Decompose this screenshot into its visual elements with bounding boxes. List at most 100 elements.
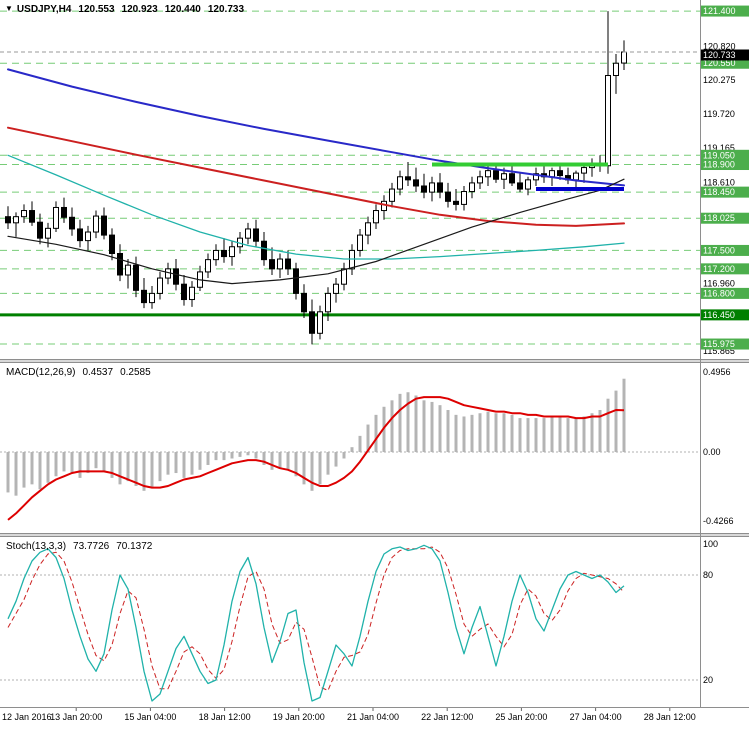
candle-bull bbox=[333, 283, 339, 294]
level-price-label-bg bbox=[701, 212, 749, 224]
macd-bar bbox=[310, 452, 314, 491]
strong-level-price-label: 116.450 bbox=[703, 310, 735, 320]
level-price-label-bg bbox=[701, 244, 749, 256]
candle-bull bbox=[53, 206, 59, 229]
candle-bear bbox=[221, 249, 227, 258]
candle-bear bbox=[301, 292, 307, 313]
macd-bar bbox=[398, 393, 402, 453]
macd-bar bbox=[86, 452, 90, 474]
candles-layer bbox=[5, 11, 627, 345]
candle-bear bbox=[117, 253, 123, 276]
candle-bear bbox=[509, 173, 515, 184]
time-label: 25 Jan 20:00 bbox=[495, 712, 547, 722]
candle-bear bbox=[269, 259, 275, 270]
macd-bar bbox=[558, 416, 562, 453]
level-price-label-bg bbox=[701, 186, 749, 198]
candle-bear bbox=[61, 206, 67, 218]
macd-bar bbox=[110, 452, 114, 478]
current-price-label-bg bbox=[701, 49, 749, 61]
macd-bar bbox=[606, 398, 610, 453]
macd-panel bbox=[0, 378, 700, 521]
macd-bar bbox=[134, 452, 138, 486]
candle-bear bbox=[253, 228, 259, 242]
candle-bull bbox=[21, 210, 27, 218]
macd-bar bbox=[526, 418, 530, 453]
axis-label: 80 bbox=[703, 570, 713, 580]
separator-band[interactable] bbox=[0, 359, 749, 363]
macd-bar bbox=[62, 452, 66, 472]
level-price-label-bg bbox=[701, 287, 749, 299]
level-price-label: 117.500 bbox=[703, 245, 735, 255]
level-price-label-bg bbox=[701, 149, 749, 161]
candle-bull bbox=[397, 176, 403, 190]
level-price-label: 118.450 bbox=[703, 187, 735, 197]
title-close: 120.733 bbox=[207, 4, 245, 15]
time-label: 15 Jan 04:00 bbox=[124, 712, 176, 722]
macd-bar bbox=[286, 452, 290, 470]
level-price-label-bg bbox=[701, 338, 749, 350]
chart-title: ▼ USDJPY,H4 120.553 120.923 120.440 120.733 bbox=[5, 4, 244, 15]
current-price-label: 120.733 bbox=[703, 50, 736, 60]
candle-bull bbox=[277, 258, 283, 270]
candle-bear bbox=[557, 170, 563, 177]
candle-bull bbox=[357, 234, 363, 251]
candle-bear bbox=[285, 258, 291, 270]
axis-label: 120.820 bbox=[703, 42, 736, 52]
macd-bar bbox=[158, 452, 162, 482]
axis-label: 20 bbox=[703, 675, 713, 685]
candle-bull bbox=[341, 268, 347, 285]
candle-bear bbox=[413, 179, 419, 187]
axis-label: 100 bbox=[703, 539, 718, 549]
macd-bar bbox=[550, 416, 554, 453]
macd-bar bbox=[302, 452, 306, 485]
macd-bar bbox=[22, 452, 26, 488]
price-levels bbox=[0, 10, 700, 345]
macd-bar bbox=[246, 452, 250, 456]
candle-bear bbox=[101, 215, 107, 236]
ma-black bbox=[7, 178, 625, 285]
candle-bear bbox=[309, 311, 315, 334]
candle-bull bbox=[613, 62, 619, 77]
macd-bar bbox=[326, 452, 330, 475]
candle-bull bbox=[477, 176, 483, 184]
macd-bar bbox=[478, 413, 482, 453]
axis-label: 120.275 bbox=[703, 75, 736, 85]
candle-bear bbox=[69, 216, 75, 230]
macd-bar bbox=[54, 452, 58, 477]
macd-bar bbox=[358, 435, 362, 453]
macd-bar bbox=[126, 452, 130, 482]
macd-bar bbox=[518, 418, 522, 453]
title-open: 120.553 bbox=[78, 4, 115, 15]
macd-bar bbox=[102, 452, 106, 472]
ma-red bbox=[7, 126, 625, 227]
macd-bar bbox=[422, 400, 426, 453]
axis-label: -0.4266 bbox=[703, 516, 734, 526]
candle-bear bbox=[437, 182, 443, 193]
candle-bull bbox=[621, 51, 627, 64]
macd-bar bbox=[238, 452, 242, 457]
level-price-label: 119.050 bbox=[703, 150, 735, 160]
level-price-label-bg bbox=[701, 57, 749, 69]
price-axis: 120.820 120.275 119.720 119.165 118.610 116.9… bbox=[700, 0, 749, 707]
candle-bull bbox=[45, 227, 51, 239]
macd-bar bbox=[262, 452, 266, 465]
time-label: 27 Jan 04:00 bbox=[570, 712, 622, 722]
candle-bull bbox=[205, 259, 211, 273]
separator-band[interactable] bbox=[0, 533, 749, 537]
macd-bar bbox=[182, 452, 186, 478]
time-label: 12 Jan 2016 bbox=[2, 712, 52, 722]
macd-name: MACD(12,26,9) bbox=[6, 367, 76, 378]
macd-bar bbox=[462, 416, 466, 453]
level-price-label: 115.975 bbox=[703, 339, 735, 349]
macd-main-value: 0.4537 bbox=[82, 367, 114, 378]
candle-bull bbox=[317, 311, 323, 334]
macd-bar bbox=[486, 411, 490, 453]
candle-bull bbox=[365, 222, 371, 236]
candle-bull bbox=[605, 75, 611, 167]
macd-bar bbox=[6, 452, 10, 493]
candle-bull bbox=[469, 182, 475, 193]
macd-bar bbox=[470, 414, 474, 453]
time-axis-bg bbox=[0, 708, 749, 731]
candle-bull bbox=[485, 170, 491, 178]
